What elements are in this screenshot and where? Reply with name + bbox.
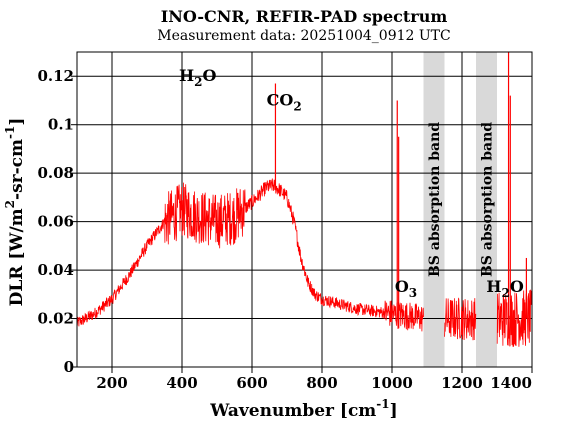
absorption-bands (423, 52, 497, 367)
spectrum-series-line (76, 178, 533, 347)
x-axis-label: Wavenumber [cm-1] (209, 397, 397, 421)
axis-ticks: 0 0.02 0.04 0.06 0.08 0.1 0.12 200 400 600 800 1000… (37, 67, 533, 392)
x-tick-label-1: 400 (166, 374, 197, 392)
gas-label-4: H2O (486, 277, 523, 300)
gas-label-1: H2O (179, 66, 216, 89)
x-axis-label-main: Wavenumber [cm (209, 401, 376, 421)
y-tick-label-6: 0.12 (37, 67, 74, 85)
y-tick-label-5: 0.1 (48, 116, 74, 134)
gas-label-2: CO2 (267, 90, 302, 113)
x-tick-label-0: 200 (96, 374, 127, 392)
y-tick-label-1: 0.02 (37, 310, 74, 328)
y-axis-label-sup1: 2 (3, 200, 17, 208)
y-axis-label-part3: ] (7, 118, 27, 126)
x-tick-label-2: 600 (236, 374, 267, 392)
y-axis-label: DLR [W/m2-sr-cm-1] (3, 118, 27, 307)
x-tick-label-4: 1000 (371, 374, 413, 392)
gas-label-3: O3 (395, 277, 417, 300)
chart-subtitle: Measurement data: 20251004_0912 UTC (157, 28, 450, 44)
y-tick-label-0: 0 (64, 358, 74, 376)
x-axis-label-sup: -1 (376, 397, 389, 411)
x-tick-label-6: 1400 (490, 374, 532, 392)
band-label-1: BS absorption band (427, 122, 443, 277)
x-tick-label-3: 800 (306, 374, 337, 392)
chart-title: INO-CNR, REFIR-PAD spectrum (161, 7, 448, 26)
y-axis-label-part1: DLR [W/m (7, 208, 27, 306)
y-tick-label-2: 0.04 (37, 261, 74, 279)
y-axis-label-sup2: -1 (3, 126, 17, 139)
x-axis-label-tail: ] (390, 401, 398, 421)
absorption-band-1 (423, 52, 445, 367)
grid-lines (77, 52, 532, 367)
y-tick-label-4: 0.08 (37, 164, 74, 182)
absorption-band-2 (476, 52, 497, 367)
y-tick-label-3: 0.06 (37, 213, 74, 231)
plot-frame (76, 51, 533, 368)
spectral-spikes (274, 52, 528, 319)
band-label-2: BS absorption band (480, 122, 496, 277)
y-axis-label-part2: -sr-cm (7, 139, 27, 200)
x-tick-label-5: 1200 (441, 374, 483, 392)
gas-annotations: BS absorption band BS absorption bandH2OC… (179, 66, 524, 300)
